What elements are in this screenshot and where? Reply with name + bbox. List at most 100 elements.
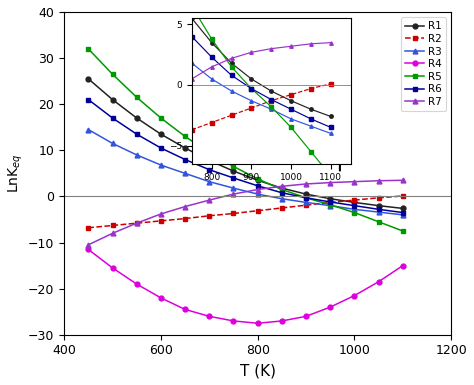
R7 <box>303 182 309 186</box>
R7 <box>109 231 115 236</box>
R2 <box>255 208 261 213</box>
R5 <box>206 150 212 155</box>
Y-axis label: LnK$_{eq}$: LnK$_{eq}$ <box>7 154 25 193</box>
R6 <box>376 207 382 212</box>
R7 <box>279 184 285 189</box>
R2 <box>400 194 406 198</box>
R7 <box>85 243 91 247</box>
R2 <box>328 200 333 205</box>
R1 <box>328 196 333 201</box>
R7 <box>158 212 164 216</box>
Legend: R1, R2, R3, R4, R5, R6, R7: R1, R2, R3, R4, R5, R6, R7 <box>401 17 446 111</box>
R6 <box>255 184 261 188</box>
R7 <box>255 187 261 192</box>
R3 <box>231 186 237 191</box>
R1 <box>134 116 139 121</box>
R6 <box>328 200 333 204</box>
R1 <box>303 192 309 196</box>
R3 <box>85 127 91 132</box>
R1 <box>400 206 406 211</box>
R1 <box>352 200 357 205</box>
R6 <box>231 176 237 180</box>
R7 <box>206 198 212 203</box>
R6 <box>158 146 164 150</box>
R3 <box>352 207 357 212</box>
Line: R6: R6 <box>86 97 405 215</box>
R1 <box>109 97 115 102</box>
R4 <box>206 314 212 319</box>
R1 <box>182 146 188 150</box>
R3 <box>255 192 261 196</box>
R5 <box>85 47 91 51</box>
R7 <box>231 192 237 196</box>
R2 <box>303 203 309 208</box>
R5 <box>376 219 382 224</box>
R7 <box>134 221 139 226</box>
R1 <box>231 169 237 173</box>
R3 <box>134 152 139 157</box>
R5 <box>352 210 357 215</box>
R1 <box>158 132 164 136</box>
X-axis label: T (K): T (K) <box>240 363 276 378</box>
R2 <box>109 223 115 228</box>
R4 <box>134 282 139 286</box>
R2 <box>231 211 237 216</box>
R6 <box>206 167 212 172</box>
R3 <box>206 179 212 184</box>
R3 <box>303 200 309 205</box>
R1 <box>85 77 91 81</box>
R5 <box>182 134 188 139</box>
R6 <box>109 116 115 121</box>
R5 <box>158 116 164 121</box>
R3 <box>376 210 382 214</box>
R6 <box>279 191 285 195</box>
R7 <box>400 178 406 182</box>
R2 <box>206 213 212 218</box>
R5 <box>279 187 285 192</box>
R4 <box>352 293 357 298</box>
R7 <box>376 178 382 183</box>
R7 <box>352 179 357 184</box>
R6 <box>134 132 139 136</box>
R4 <box>85 247 91 252</box>
R5 <box>109 72 115 77</box>
R4 <box>109 266 115 270</box>
R5 <box>328 203 333 207</box>
R5 <box>255 177 261 181</box>
R6 <box>400 210 406 215</box>
R7 <box>182 204 188 209</box>
R5 <box>134 95 139 100</box>
Line: R1: R1 <box>86 76 405 211</box>
R2 <box>376 196 382 200</box>
R5 <box>303 196 309 200</box>
R6 <box>352 203 357 208</box>
R2 <box>182 216 188 221</box>
R7 <box>328 180 333 185</box>
R2 <box>158 219 164 223</box>
R4 <box>303 314 309 319</box>
Line: R4: R4 <box>86 247 405 326</box>
R4 <box>231 319 237 323</box>
R3 <box>400 213 406 217</box>
R1 <box>206 158 212 163</box>
R1 <box>376 203 382 208</box>
R1 <box>279 186 285 191</box>
R3 <box>328 203 333 208</box>
R5 <box>400 229 406 233</box>
R5 <box>231 164 237 169</box>
R1 <box>255 178 261 182</box>
R4 <box>255 321 261 326</box>
R3 <box>279 196 285 201</box>
R4 <box>328 305 333 310</box>
R3 <box>182 171 188 176</box>
R4 <box>158 296 164 300</box>
R2 <box>352 198 357 203</box>
R4 <box>182 307 188 312</box>
R6 <box>303 196 309 200</box>
R2 <box>85 226 91 230</box>
Line: R3: R3 <box>86 127 405 217</box>
Line: R2: R2 <box>86 194 405 230</box>
R4 <box>376 280 382 284</box>
R4 <box>400 263 406 268</box>
Line: R7: R7 <box>86 178 405 247</box>
